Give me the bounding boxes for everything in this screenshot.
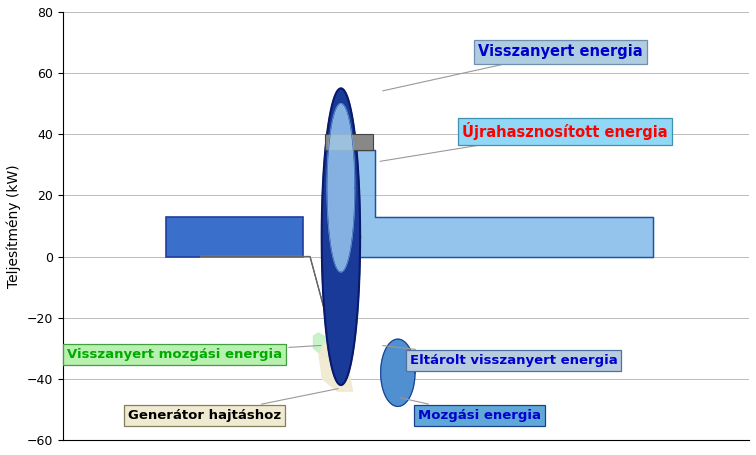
Bar	[166, 217, 303, 257]
Polygon shape	[327, 104, 355, 272]
Polygon shape	[381, 339, 415, 406]
Text: Újrahasznosított energia: Újrahasznosított energia	[380, 122, 668, 162]
Polygon shape	[314, 333, 336, 358]
Polygon shape	[327, 150, 653, 257]
Text: Generátor hajtáshoz: Generátor hajtáshoz	[129, 389, 338, 422]
Text: Mozgási energia: Mozgási energia	[401, 398, 541, 422]
Text: Eltárolt visszanyert energia: Eltárolt visszanyert energia	[383, 346, 617, 367]
Polygon shape	[319, 336, 352, 391]
Text: Visszanyert mozgási energia: Visszanyert mozgási energia	[67, 345, 321, 361]
Polygon shape	[322, 88, 360, 385]
Y-axis label: Teljesítmény (kW): Teljesítmény (kW)	[7, 164, 21, 288]
Text: Visszanyert energia: Visszanyert energia	[383, 44, 643, 91]
Polygon shape	[200, 257, 330, 333]
Bar	[325, 134, 373, 150]
